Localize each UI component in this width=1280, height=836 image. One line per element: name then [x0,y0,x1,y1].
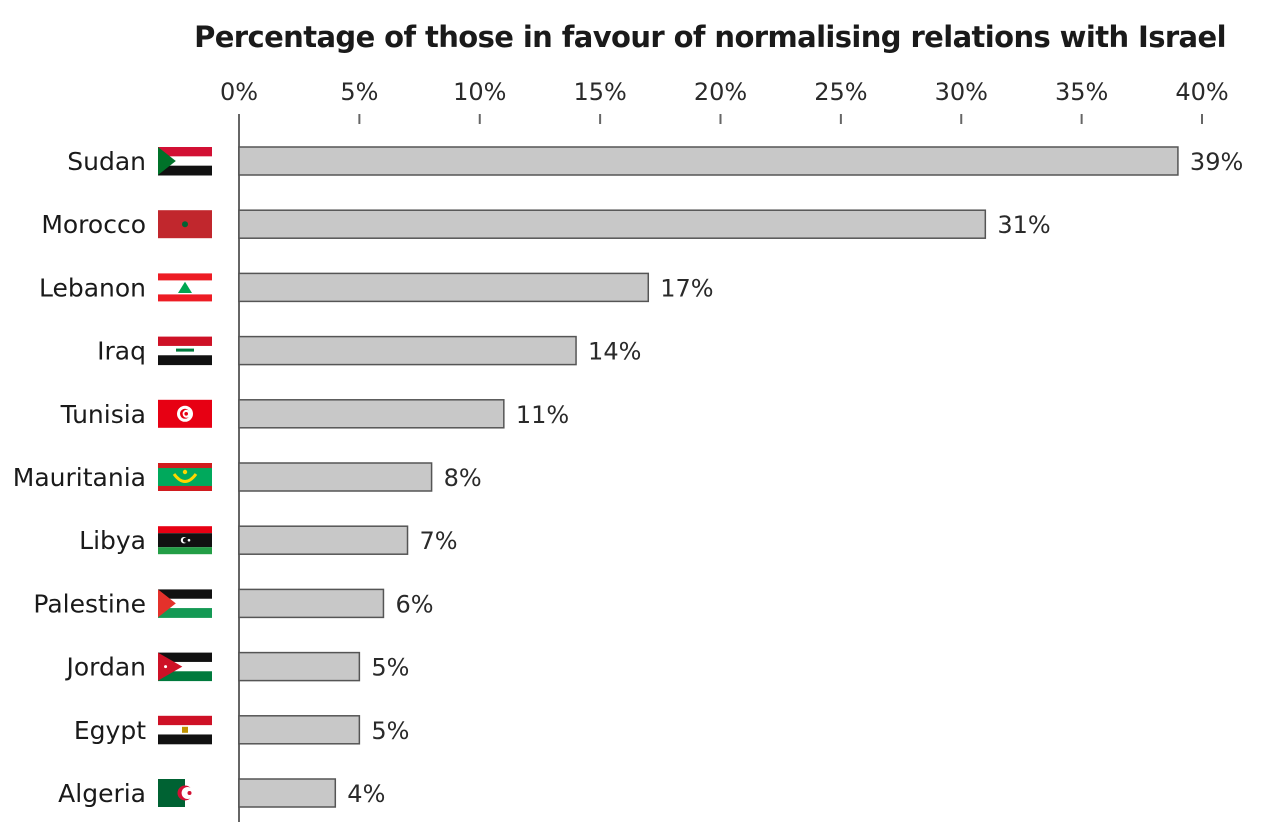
flag-star [187,538,191,542]
category-label-morocco: Morocco [41,210,146,239]
value-label-morocco: 31% [997,211,1050,239]
flag-field [158,468,212,486]
value-labels: 39% 31% 17% 14% 11% 8% 7% 6% 5% 5% 4% [347,148,1243,808]
flag-star [182,221,188,228]
value-label-tunisia: 11% [516,401,569,429]
bar-algeria [238,778,337,808]
category-label-egypt: Egypt [74,716,146,745]
flag-stripe [158,661,212,672]
category-label-lebanon: Lebanon [39,273,146,302]
egypt-flag-icon [158,715,212,745]
flag-triangle [158,589,176,618]
flag-stripe [158,608,212,618]
value-label-mauritania: 8% [444,464,482,492]
flag-stripe [158,273,212,281]
value-label-libya: 7% [420,527,458,555]
flag-star [184,412,188,416]
x-tick-label: 35% [1055,78,1108,106]
category-label-libya: Libya [79,526,146,555]
x-tick-label: 20% [694,78,747,106]
bar-sudan [238,146,1179,176]
x-tick-label: 10% [453,78,506,106]
bar-palestine [238,588,385,619]
bar-libya [238,525,409,555]
morocco-flag-icon [158,210,212,239]
flag-stripe [158,165,212,176]
category-label-jordan: Jordan [64,653,146,682]
iraq-flag-icon [158,336,212,366]
category-label-palestine: Palestine [33,589,146,618]
chart-title: Percentage of those in favour of normali… [194,20,1226,54]
flag-star [182,469,188,475]
x-tick-label: 25% [814,78,867,106]
flag-crescent-cut [182,537,188,543]
value-label-egypt: 5% [371,717,409,745]
flag-stripe [158,598,212,609]
flag-stripe [158,147,212,157]
x-tick-label: 5% [340,78,378,106]
flag-stripe [158,734,212,745]
value-label-sudan: 39% [1190,148,1243,176]
category-label-iraq: Iraq [97,337,146,366]
flag-stripe [158,355,212,366]
category-label-mauritania: Mauritania [13,463,146,492]
category-labels: Sudan Morocco Lebanon Iraq Tunisia Mauritania… [13,147,146,808]
flag-triangle [158,652,183,681]
category-label-tunisia: Tunisia [60,400,146,429]
flag-stripe [158,294,212,302]
jordan-flag-icon [158,652,212,682]
category-label-sudan: Sudan [67,147,146,176]
flag-cedar [178,281,192,293]
flag-triangle [158,147,176,175]
value-label-algeria: 4% [347,780,385,808]
bar-lebanon [238,272,650,303]
flag-stripe [158,589,212,600]
flag-stripe [158,652,212,663]
bar-morocco [238,209,987,239]
country-flags [158,147,212,807]
flag-crescent [172,473,198,483]
sudan-flag-icon [158,147,212,176]
x-tick-label: 30% [935,78,988,106]
palestine-flag-icon [158,589,212,618]
x-axis: 0% 5% 10% 15% 20% 25% 30% 35% 40% [220,78,1229,822]
bars [238,146,1179,808]
bar-jordan [238,651,361,682]
flag-star [164,665,168,669]
bar-egypt [238,715,361,745]
x-tick-label: 15% [573,78,626,106]
value-label-iraq: 14% [588,338,641,366]
value-label-jordan: 5% [371,654,409,682]
flag-stripe [158,336,212,347]
flag-stripe [158,671,212,682]
x-tick-label: 40% [1175,78,1228,106]
x-tick-label: 0% [220,78,258,106]
flag-stripe [158,526,212,534]
value-label-palestine: 6% [395,590,433,618]
value-label-lebanon: 17% [660,274,713,302]
bar-tunisia [238,399,505,429]
flag-stripe [158,547,212,555]
mauritania-flag-icon [158,463,212,491]
flag-stripe [158,715,212,726]
libya-flag-icon [158,526,212,555]
bar-mauritania [238,462,433,492]
flag-script [176,348,194,352]
tunisia-flag-icon [158,399,212,428]
flag-star [187,791,192,795]
flag-eagle [182,726,188,733]
bar-iraq [238,335,577,366]
lebanon-flag-icon [158,273,212,302]
category-label-algeria: Algeria [58,779,146,808]
flag-stripe [158,156,212,167]
algeria-flag-icon [158,779,212,807]
